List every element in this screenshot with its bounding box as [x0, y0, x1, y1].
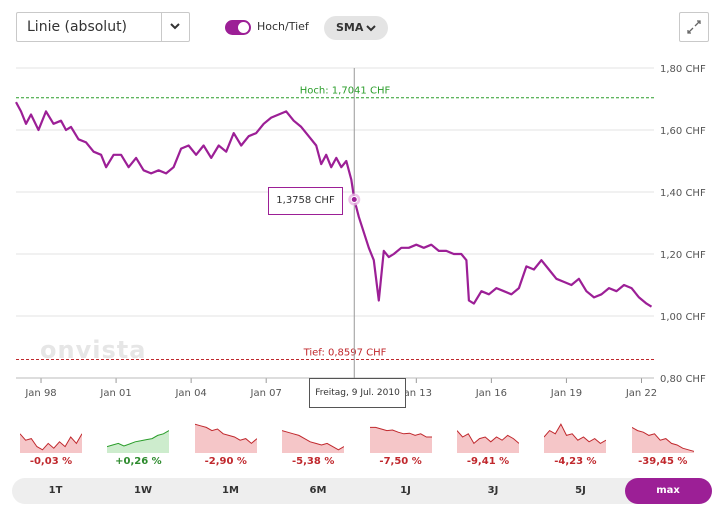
- x-tick-label: Jan 01: [99, 388, 131, 399]
- chevron-down-icon[interactable]: [169, 16, 181, 40]
- high-low-toggle[interactable]: [225, 20, 251, 35]
- mini-chart[interactable]: [194, 419, 257, 453]
- toggle-knob: [238, 22, 249, 33]
- mini-chart-line: [544, 423, 607, 445]
- price-line: [15, 101, 653, 308]
- y-tick-label: 1,60 CHF: [660, 126, 706, 137]
- mini-chart-label: -9,41 %: [466, 456, 510, 467]
- y-tick-label: 1,80 CHF: [660, 64, 706, 75]
- mini-chart-line: [457, 430, 519, 445]
- x-tick-label: Jan 07: [250, 388, 282, 399]
- mini-chart-label: -5,38 %: [292, 456, 335, 467]
- range-button-1j[interactable]: 1J: [400, 485, 411, 496]
- mini-chart-line: [107, 430, 170, 448]
- mini-chart-area: [282, 430, 345, 453]
- mini-chart-line: [194, 423, 257, 445]
- range-button-1t[interactable]: 1T: [48, 485, 63, 496]
- range-button-max[interactable]: max: [624, 478, 712, 504]
- x-tick-label: Jan 98: [24, 388, 56, 399]
- mini-chart-area: [369, 427, 432, 453]
- date-tooltip: Freitag, 9 Jul. 2010: [309, 378, 406, 408]
- mini-chart-area: [20, 433, 82, 453]
- mini-chart[interactable]: [544, 419, 607, 453]
- mini-chart-label: +0,26 %: [115, 456, 162, 467]
- sma-indicator-button[interactable]: SMA: [324, 16, 388, 40]
- x-tick-label: Jan 22: [625, 388, 657, 399]
- range-selector: 1T 1W 1M 6M 1J 3J 5J max: [12, 478, 712, 504]
- performance-strip: -0,03 % +0,26 % -2,90 % -5,38 % -7,50 % -9,41…: [0, 415, 720, 475]
- range-button-5j[interactable]: 5J: [575, 485, 586, 496]
- range-button-3j[interactable]: 3J: [487, 485, 499, 496]
- sma-label: SMA: [336, 21, 364, 34]
- range-button-1w[interactable]: 1W: [134, 485, 152, 496]
- chart-type-select[interactable]: Linie (absolut): [16, 12, 190, 42]
- mini-chart[interactable]: [631, 419, 694, 453]
- x-tick-label: Jan 13: [400, 388, 432, 399]
- mini-chart[interactable]: [107, 419, 170, 453]
- hover-marker: [350, 196, 358, 204]
- mini-chart-area: [457, 430, 519, 453]
- mini-chart-area: [544, 424, 607, 453]
- expand-button[interactable]: [679, 12, 709, 42]
- range-button-1m[interactable]: 1M: [222, 485, 239, 496]
- high-low-toggle-label: Hoch/Tief: [257, 20, 309, 33]
- mini-chart[interactable]: [457, 419, 519, 453]
- y-tick-label: 1,40 CHF: [660, 188, 706, 199]
- chart-type-value: Linie (absolut): [27, 19, 128, 35]
- mini-chart-label: -0,03 %: [29, 456, 73, 467]
- y-tick-label: 1,00 CHF: [660, 312, 706, 323]
- price-chart[interactable]: 1,80 CHF 1,60 CHF 1,40 CHF 1,20 CHF 1,00 CHF…: [0, 0, 720, 410]
- range-button-6m[interactable]: 6M: [309, 485, 327, 496]
- chevron-down-icon: [366, 25, 376, 32]
- mini-chart-label: -7,50 %: [379, 456, 422, 467]
- mini-chart-line: [282, 430, 345, 451]
- mini-chart-label: -4,23 %: [554, 456, 597, 467]
- mini-chart[interactable]: [20, 419, 82, 453]
- mini-chart[interactable]: [369, 419, 432, 453]
- mini-chart-area: [194, 424, 257, 453]
- mini-chart[interactable]: [282, 419, 345, 453]
- y-tick-label: 1,20 CHF: [660, 250, 706, 261]
- value-tooltip: 1,3758 CHF: [268, 187, 343, 215]
- mini-chart-line: [369, 426, 432, 438]
- y-tick-label: 0,80 CHF: [660, 374, 706, 385]
- mini-chart-area: [631, 427, 694, 453]
- mini-chart-line: [20, 433, 82, 451]
- select-divider: [161, 13, 162, 41]
- mini-chart-label: -39,45 %: [638, 456, 688, 467]
- high-label: Hoch: 1,7041 CHF: [300, 86, 391, 97]
- x-tick-label: Jan 16: [475, 388, 507, 399]
- low-label: Tief: 0,8597 CHF: [303, 347, 387, 358]
- x-tick-label: Jan 19: [550, 388, 582, 399]
- x-tick-label: Jan 04: [174, 388, 206, 399]
- mini-chart-line: [631, 426, 694, 452]
- expand-icon: [687, 20, 701, 34]
- mini-chart-label: -2,90 %: [204, 456, 247, 467]
